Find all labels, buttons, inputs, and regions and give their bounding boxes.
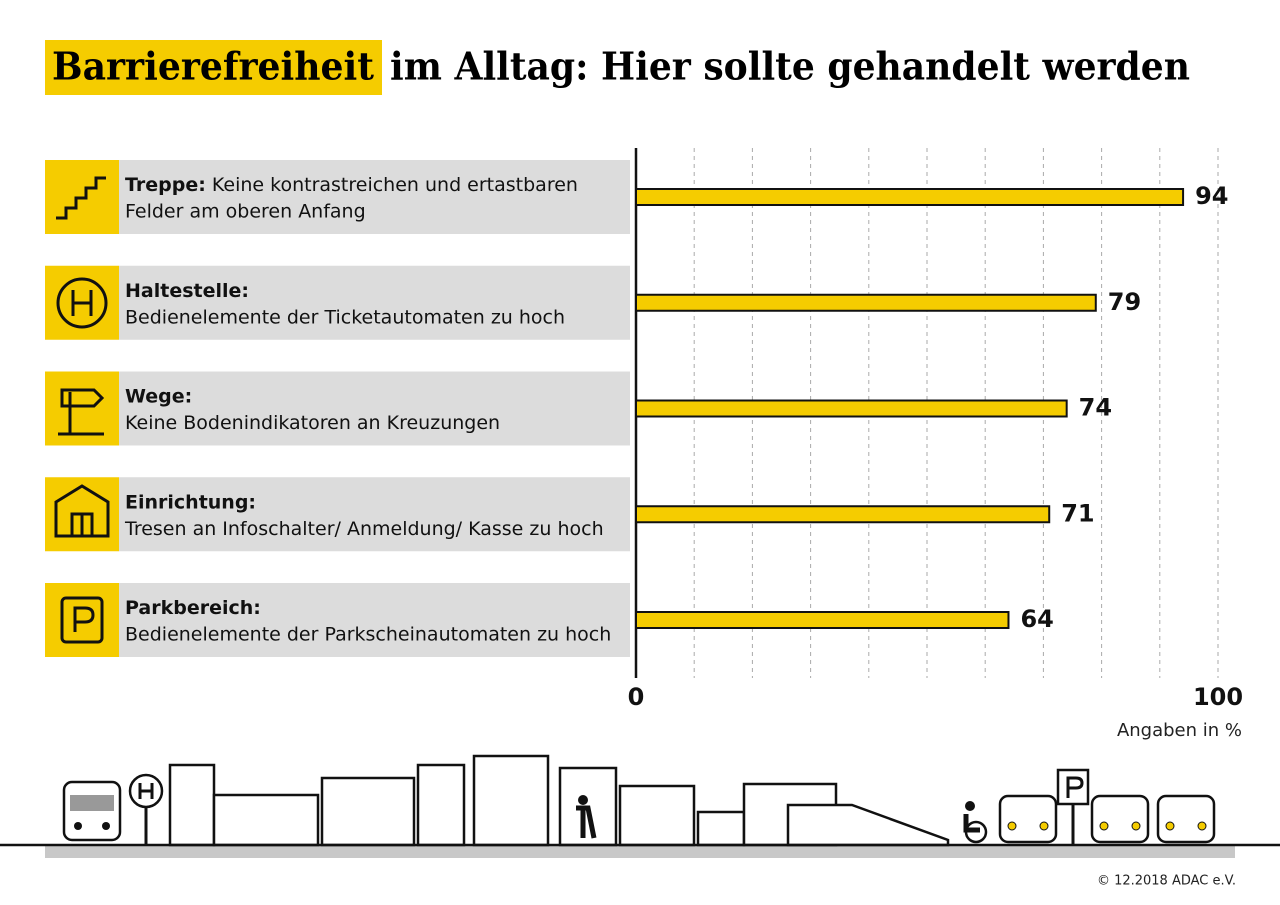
- bar: [635, 505, 1051, 524]
- skyline: [0, 754, 1280, 858]
- bar: [635, 293, 1097, 312]
- category-name: Wege:: [125, 385, 192, 407]
- label-panel: [119, 265, 630, 340]
- parking-icon: [60, 596, 104, 644]
- label-panel: [119, 160, 630, 234]
- x-tick-label: 0: [628, 683, 645, 711]
- footer: © 12.2018 ADAC e.V.: [1097, 874, 1236, 889]
- x-tick-label: 100: [1193, 683, 1243, 711]
- bus-stop-icon: [56, 277, 108, 329]
- bar: [635, 399, 1068, 418]
- title-highlight-box: [45, 40, 382, 95]
- chart-title-highlight: Barrierefreiheit: [52, 44, 374, 89]
- category-description: Felder am oberen Anfang: [125, 201, 366, 223]
- label-panel: [119, 371, 630, 446]
- icons: [54, 176, 110, 644]
- category-label: Parkbereich:: [125, 597, 261, 619]
- category-description: Keine Bodenindikatoren an Kreuzungen: [125, 412, 500, 434]
- value-label: 71: [1061, 499, 1094, 527]
- category-name: Haltestelle:: [125, 279, 249, 301]
- x-axis-label: Angaben in %: [1117, 720, 1242, 741]
- value-label: 79: [1108, 288, 1141, 316]
- category-description: Bedienelemente der Ticketautomaten zu ho…: [125, 306, 565, 328]
- category-name: Einrichtung:: [125, 491, 256, 513]
- category-label: Treppe: Keine kontrastreichen und ertast…: [125, 174, 578, 196]
- stairs-icon: [56, 176, 106, 220]
- category-description: Bedienelemente der Parkscheinautomaten z…: [125, 624, 611, 646]
- category-label: Wege:: [125, 385, 192, 407]
- chart-title: im Alltag: Hier sollte gehandelt werden: [390, 44, 1190, 89]
- category-description: Keine kontrastreichen und ertastbaren: [212, 174, 578, 196]
- value-label: 74: [1079, 394, 1112, 422]
- label-panel: [119, 477, 630, 552]
- building-icon: [54, 484, 110, 538]
- icon-box: [45, 583, 119, 657]
- category-description: Tresen an Infoschalter/ Anmeldung/ Kasse…: [124, 518, 604, 540]
- category-name: Treppe:: [125, 174, 206, 196]
- value-label: 94: [1195, 182, 1228, 210]
- bar: [635, 611, 1010, 629]
- signpost-icon: [58, 388, 105, 436]
- category-label: Haltestelle:: [125, 279, 249, 301]
- label-panel: [119, 583, 630, 657]
- value-label: 64: [1020, 605, 1053, 633]
- category-label: Einrichtung:: [125, 491, 256, 513]
- bar: [635, 188, 1185, 206]
- category-name: Parkbereich:: [125, 597, 261, 619]
